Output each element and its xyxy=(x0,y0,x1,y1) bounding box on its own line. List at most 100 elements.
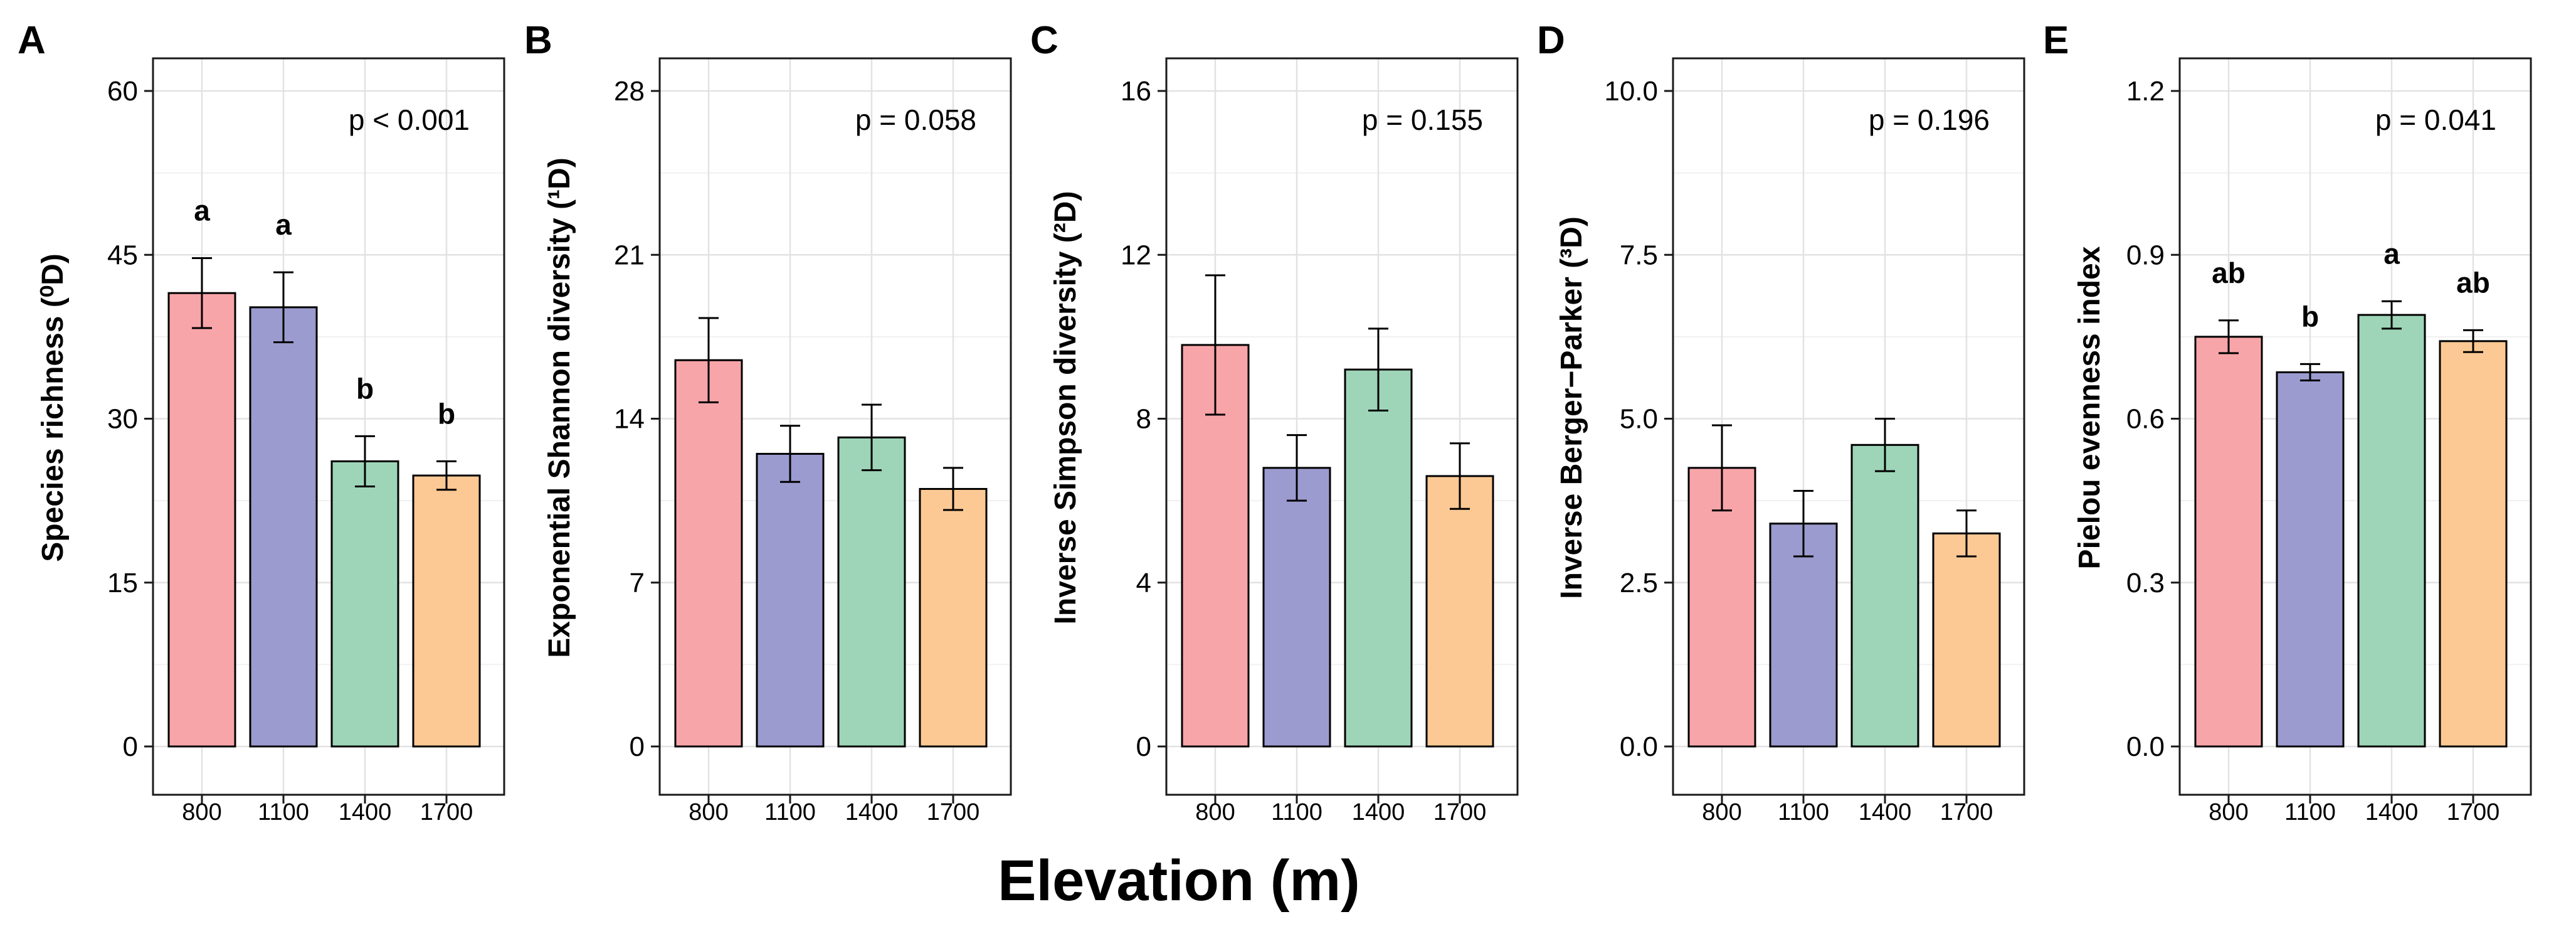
x-tick-label: 1100 xyxy=(258,799,309,825)
bar-800 xyxy=(2194,336,2263,748)
x-tick-label: 1700 xyxy=(2447,799,2500,825)
bar-1100 xyxy=(1769,523,1838,748)
panel-a: a a b b 0 15 30 45 60 800 1100 1400 1700 p < 0.001 Spe… xyxy=(18,19,505,825)
plot-border xyxy=(1165,57,1519,796)
y-tick-label: 0.9 xyxy=(2126,240,2165,270)
panel-letter: A xyxy=(18,19,46,62)
x-tick-label: 800 xyxy=(1702,799,1741,825)
significance-letter: b xyxy=(356,372,374,405)
y-tick-label: 15 xyxy=(107,568,138,598)
p-value-annotation: p = 0.041 xyxy=(2375,104,2496,136)
significance-letter: b xyxy=(2301,300,2319,332)
p-value-annotation: p = 0.155 xyxy=(1362,104,1483,136)
bar-800 xyxy=(167,292,236,748)
bar-1400 xyxy=(330,460,399,748)
y-tick-label: 0 xyxy=(630,731,645,762)
panel-b: 0 7 14 21 28 800 1100 1400 1700 p = 0.058 Exponent… xyxy=(524,19,1012,825)
panel-letter: E xyxy=(2043,19,2069,62)
x-tick-label: 1400 xyxy=(339,799,392,825)
x-tick-label: 800 xyxy=(2209,799,2248,825)
bar-800 xyxy=(674,359,743,748)
y-tick-label: 28 xyxy=(614,76,645,107)
y-tick-label: 7 xyxy=(630,568,645,598)
bar-1700 xyxy=(2439,340,2508,748)
y-axis-label: Species richness (⁰D) xyxy=(36,253,70,561)
y-tick-label: 0 xyxy=(123,731,138,762)
y-tick-label: 0.6 xyxy=(2126,404,2165,435)
y-tick-label: 1.2 xyxy=(2126,76,2165,107)
significance-letter: ab xyxy=(2456,266,2490,299)
bar-1100 xyxy=(756,452,825,748)
bar-1100 xyxy=(2276,371,2345,748)
x-tick-label: 800 xyxy=(689,799,728,825)
significance-letter: a xyxy=(2383,237,2400,270)
x-tick-label: 1100 xyxy=(2284,799,2336,825)
y-tick-label: 12 xyxy=(1121,240,1151,270)
y-tick-label: 2.5 xyxy=(1620,568,1658,598)
y-axis-label: Exponential Shannon diversity (¹D) xyxy=(543,157,576,657)
x-tick-label: 1700 xyxy=(1940,799,1993,825)
y-tick-label: 45 xyxy=(107,240,138,270)
bar-1400 xyxy=(1850,443,1919,748)
plot-border xyxy=(152,57,505,796)
p-value-annotation: p = 0.058 xyxy=(855,104,976,136)
y-tick-label: 30 xyxy=(107,404,138,435)
y-tick-label: 7.5 xyxy=(1620,240,1658,270)
y-tick-label: 10.0 xyxy=(1604,76,1658,107)
y-tick-label: 0.3 xyxy=(2126,568,2165,598)
bar-1400 xyxy=(837,436,906,748)
y-tick-label: 21 xyxy=(614,240,645,270)
y-axis-label: Inverse Berger−Parker (³D) xyxy=(1555,216,1588,599)
y-tick-label: 5.0 xyxy=(1620,404,1658,435)
bar-1700 xyxy=(919,487,988,748)
plot-border xyxy=(1672,57,2025,796)
x-tick-label: 1400 xyxy=(1352,799,1405,825)
x-tick-label: 1700 xyxy=(420,799,473,825)
x-tick-label: 800 xyxy=(182,799,221,825)
significance-letter: a xyxy=(275,208,292,241)
x-tick-label: 1400 xyxy=(2365,799,2419,825)
bar-1100 xyxy=(1262,467,1331,748)
x-tick-label: 1100 xyxy=(764,799,816,825)
y-tick-label: 8 xyxy=(1136,404,1151,435)
bar-1700 xyxy=(1425,475,1494,748)
panel-letter: B xyxy=(524,19,552,62)
bar-800 xyxy=(1687,467,1756,748)
y-tick-label: 0.0 xyxy=(2126,731,2165,762)
x-tick-label: 1400 xyxy=(845,799,899,825)
significance-letter: b xyxy=(438,397,455,430)
bar-1400 xyxy=(1344,368,1413,748)
panel-letter: D xyxy=(1537,19,1565,62)
x-tick-label: 1700 xyxy=(1433,799,1487,825)
y-tick-label: 14 xyxy=(614,404,645,435)
y-axis-label: Inverse Simpson diversity (²D) xyxy=(1049,191,1082,625)
bar-1700 xyxy=(412,474,481,748)
x-tick-label: 1100 xyxy=(1778,799,1829,825)
x-tick-label: 800 xyxy=(1195,799,1235,825)
significance-letter: ab xyxy=(2212,257,2246,289)
y-tick-label: 60 xyxy=(107,76,138,107)
plot-border xyxy=(658,57,1012,796)
x-tick-label: 1100 xyxy=(1271,799,1322,825)
y-tick-label: 16 xyxy=(1121,76,1151,107)
panel-c: 0 4 8 12 16 800 1100 1400 1700 p = 0.155 Inverse S… xyxy=(1030,19,1519,825)
bar-1400 xyxy=(2357,314,2426,748)
bar-1700 xyxy=(1932,532,2001,748)
plot-border xyxy=(2178,57,2532,796)
significance-letter: a xyxy=(194,194,210,226)
y-tick-label: 0.0 xyxy=(1620,731,1658,762)
bar-1100 xyxy=(249,306,318,748)
y-tick-label: 4 xyxy=(1136,568,1151,598)
y-axis-label: Pielou evenness index xyxy=(2073,246,2106,569)
x-tick-label: 1700 xyxy=(927,799,980,825)
panel-letter: C xyxy=(1030,19,1058,62)
panel-e: ab b a ab 0.0 0.3 0.6 0.9 1.2 800 1100 1400 1700 p = … xyxy=(2043,19,2532,825)
p-value-annotation: p = 0.196 xyxy=(1869,104,1990,136)
y-tick-label: 0 xyxy=(1136,731,1151,762)
panel-d: 0.0 2.5 5.0 7.5 10.0 800 1100 1400 1700 p = 0.196… xyxy=(1537,19,2025,825)
x-tick-label: 1400 xyxy=(1859,799,1912,825)
x-axis-label: Elevation (m) xyxy=(998,849,1360,913)
p-value-annotation: p < 0.001 xyxy=(349,104,470,136)
